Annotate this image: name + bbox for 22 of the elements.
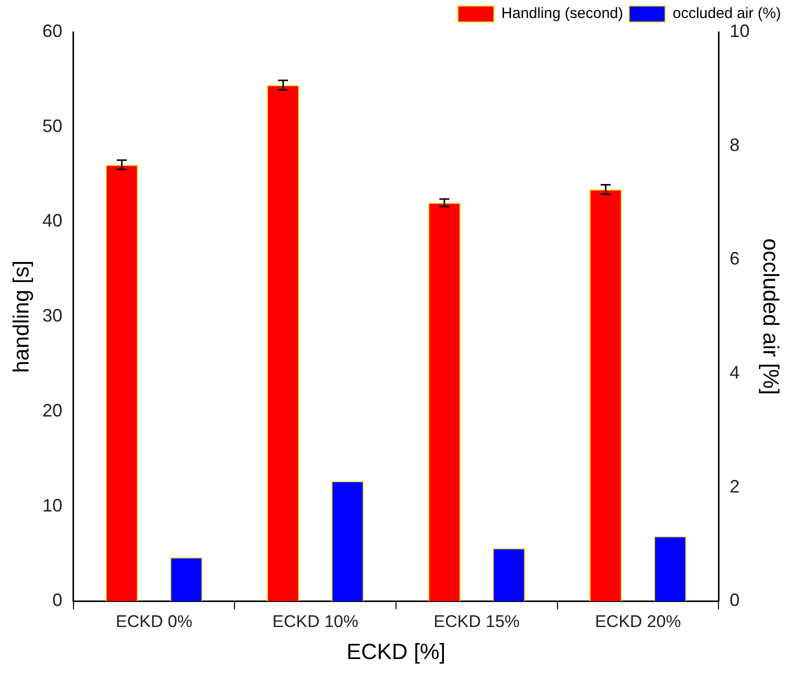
y2-tick-label: 10 <box>730 20 750 41</box>
legend-label: Handling (second) <box>501 5 624 22</box>
x-tick-label: ECKD 20% <box>594 612 681 632</box>
y-axis-title: handling [s] <box>8 260 34 373</box>
y-tick-label: 0 <box>52 590 62 610</box>
y-tick-label: 40 <box>42 210 62 231</box>
y2-tick-label: 4 <box>730 362 740 382</box>
y-tick-label: 20 <box>42 400 62 420</box>
x-tick-label: ECKD 0% <box>116 612 192 632</box>
x-axis-title: ECKD [%] <box>346 638 446 664</box>
y2-tick-label: 0 <box>730 590 740 610</box>
y-tick-label: 50 <box>42 116 62 136</box>
legend-label: occluded air (%) <box>672 5 782 22</box>
x-tick-label: ECKD 15% <box>434 612 520 632</box>
y2-tick-label: 2 <box>730 476 740 496</box>
x-tick-label: ECKD 10% <box>272 612 358 632</box>
y-tick-label: 10 <box>42 495 62 516</box>
y-tick-label: 60 <box>42 20 62 41</box>
y2-tick-label: 8 <box>730 134 740 155</box>
y-tick-label: 30 <box>42 306 62 326</box>
y2-axis-title: occluded air [%] <box>758 238 784 395</box>
y2-tick-label: 6 <box>730 248 740 269</box>
